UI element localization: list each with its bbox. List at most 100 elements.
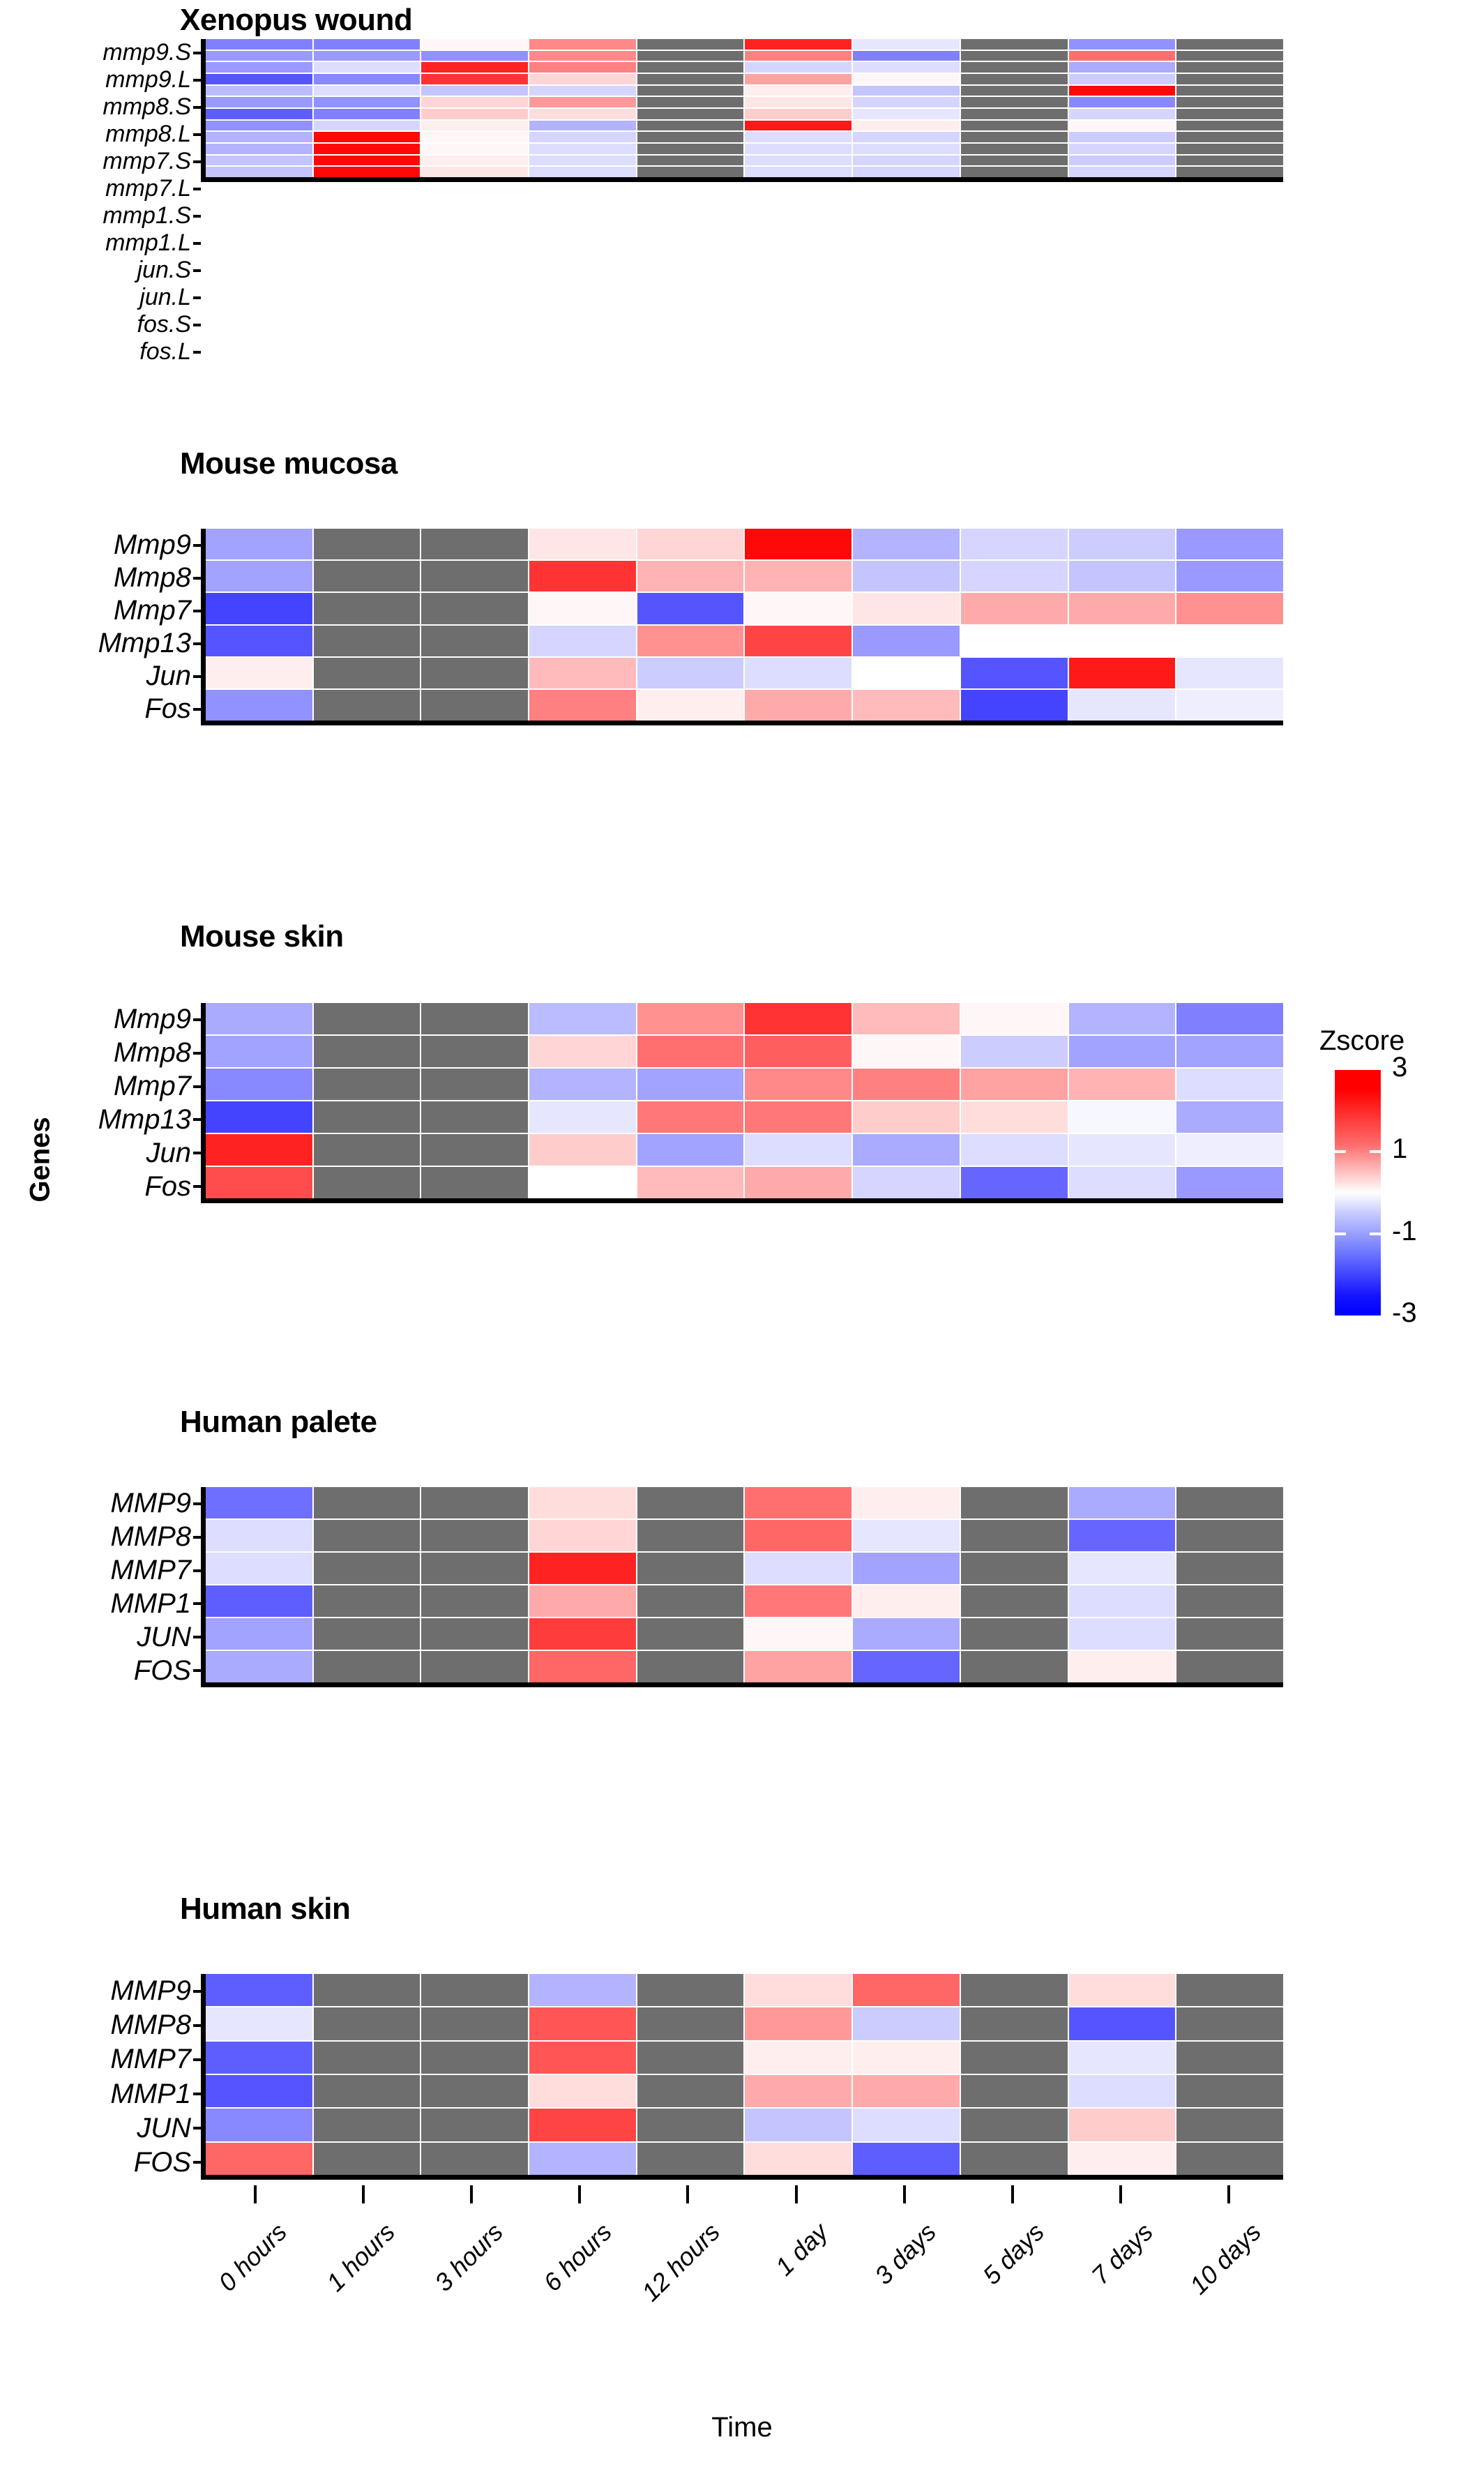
heatmap-cell[interactable]	[313, 689, 421, 721]
heatmap-cell[interactable]	[421, 85, 529, 96]
heatmap-cell[interactable]	[421, 1974, 529, 2007]
heatmap-cell[interactable]	[313, 1167, 421, 1198]
heatmap-cell[interactable]	[313, 1487, 421, 1518]
heatmap-cell[interactable]	[206, 1974, 312, 2007]
heatmap-cell[interactable]	[421, 1003, 529, 1034]
heatmap-cell[interactable]	[421, 50, 529, 61]
heatmap-cell[interactable]	[960, 1520, 1068, 1551]
heatmap-cell[interactable]	[313, 2007, 421, 2040]
heatmap-cell[interactable]	[1068, 2007, 1176, 2040]
heatmap-cell[interactable]	[313, 593, 421, 624]
heatmap-cell[interactable]	[1176, 1553, 1283, 1584]
heatmap-cell[interactable]	[421, 2142, 529, 2175]
heatmap-cell[interactable]	[529, 155, 636, 166]
heatmap-cell[interactable]	[960, 1069, 1068, 1100]
heatmap-cell[interactable]	[529, 97, 636, 107]
heatmap-cell[interactable]	[313, 2109, 421, 2141]
heatmap-cell[interactable]	[313, 1618, 421, 1650]
heatmap-cell[interactable]	[637, 1553, 744, 1584]
heatmap-cell[interactable]	[1068, 97, 1176, 107]
heatmap-cell[interactable]	[206, 2007, 312, 2040]
heatmap-cell[interactable]	[529, 561, 636, 592]
heatmap-cell[interactable]	[960, 1134, 1068, 1166]
heatmap-cell[interactable]	[745, 1069, 852, 1100]
heatmap-cell[interactable]	[421, 1585, 529, 1617]
heatmap-cell[interactable]	[529, 657, 636, 688]
heatmap-cell[interactable]	[206, 50, 312, 61]
heatmap-cell[interactable]	[206, 1585, 312, 1617]
heatmap-cell[interactable]	[960, 97, 1068, 107]
heatmap-cell[interactable]	[745, 1520, 852, 1551]
heatmap-cell[interactable]	[637, 1069, 744, 1100]
heatmap-cell[interactable]	[745, 529, 852, 560]
heatmap-cell[interactable]	[313, 85, 421, 96]
heatmap-cell[interactable]	[853, 1003, 960, 1034]
heatmap-cell[interactable]	[313, 1069, 421, 1100]
heatmap-cell[interactable]	[206, 74, 312, 84]
heatmap-cell[interactable]	[745, 50, 852, 61]
heatmap-cell[interactable]	[745, 561, 852, 592]
heatmap-cell[interactable]	[1176, 144, 1283, 154]
heatmap-cell[interactable]	[313, 1585, 421, 1617]
heatmap-cell[interactable]	[960, 1167, 1068, 1198]
heatmap-cell[interactable]	[1176, 1101, 1283, 1133]
heatmap-cell[interactable]	[745, 1553, 852, 1584]
heatmap-cell[interactable]	[745, 132, 852, 142]
heatmap-cell[interactable]	[1176, 132, 1283, 142]
heatmap-cell[interactable]	[206, 561, 312, 592]
heatmap-cell[interactable]	[313, 50, 421, 61]
heatmap-cell[interactable]	[637, 1167, 744, 1198]
heatmap-cell[interactable]	[529, 1618, 636, 1650]
heatmap-cell[interactable]	[1176, 561, 1283, 592]
heatmap-cell[interactable]	[1176, 2007, 1283, 2040]
heatmap-cell[interactable]	[853, 120, 960, 131]
heatmap-cell[interactable]	[637, 85, 744, 96]
heatmap-cell[interactable]	[206, 1487, 312, 1518]
heatmap-cell[interactable]	[960, 2041, 1068, 2074]
heatmap-cell[interactable]	[1068, 144, 1176, 154]
heatmap-cell[interactable]	[745, 155, 852, 166]
heatmap-cell[interactable]	[1068, 1553, 1176, 1584]
heatmap-cell[interactable]	[529, 1101, 636, 1133]
heatmap-cell[interactable]	[637, 1520, 744, 1551]
heatmap-cell[interactable]	[313, 1520, 421, 1551]
heatmap-cell[interactable]	[206, 1167, 312, 1198]
heatmap-cell[interactable]	[853, 657, 960, 688]
heatmap-cell[interactable]	[421, 1618, 529, 1650]
heatmap-cell[interactable]	[1068, 689, 1176, 721]
heatmap-cell[interactable]	[745, 62, 852, 73]
heatmap-cell[interactable]	[960, 144, 1068, 154]
heatmap-cell[interactable]	[960, 85, 1068, 96]
heatmap-cell[interactable]	[1176, 2109, 1283, 2141]
heatmap-cell[interactable]	[853, 1487, 960, 1518]
heatmap-cell[interactable]	[529, 593, 636, 624]
heatmap-cell[interactable]	[853, 155, 960, 166]
heatmap-cell[interactable]	[529, 1134, 636, 1166]
heatmap-cell[interactable]	[421, 689, 529, 721]
heatmap-cell[interactable]	[313, 2142, 421, 2175]
heatmap-cell[interactable]	[960, 74, 1068, 84]
heatmap-cell[interactable]	[637, 144, 744, 154]
heatmap-cell[interactable]	[1068, 1036, 1176, 1067]
heatmap-cell[interactable]	[206, 1553, 312, 1584]
heatmap-cell[interactable]	[637, 39, 744, 50]
heatmap-cell[interactable]	[421, 625, 529, 656]
heatmap-cell[interactable]	[1068, 39, 1176, 50]
heatmap-cell[interactable]	[853, 625, 960, 656]
heatmap-cell[interactable]	[745, 1974, 852, 2007]
heatmap-cell[interactable]	[1068, 1003, 1176, 1034]
heatmap-cell[interactable]	[637, 74, 744, 84]
heatmap-cell[interactable]	[313, 109, 421, 119]
heatmap-cell[interactable]	[853, 1585, 960, 1617]
heatmap-cell[interactable]	[853, 529, 960, 560]
heatmap-cell[interactable]	[529, 62, 636, 73]
heatmap-cell[interactable]	[421, 1553, 529, 1584]
heatmap-cell[interactable]	[637, 1618, 744, 1650]
heatmap-cell[interactable]	[529, 109, 636, 119]
heatmap-cell[interactable]	[1176, 109, 1283, 119]
heatmap-cell[interactable]	[1176, 74, 1283, 84]
heatmap-cell[interactable]	[1176, 529, 1283, 560]
heatmap-cell[interactable]	[421, 2041, 529, 2074]
heatmap-cell[interactable]	[206, 132, 312, 142]
heatmap-cell[interactable]	[206, 1520, 312, 1551]
